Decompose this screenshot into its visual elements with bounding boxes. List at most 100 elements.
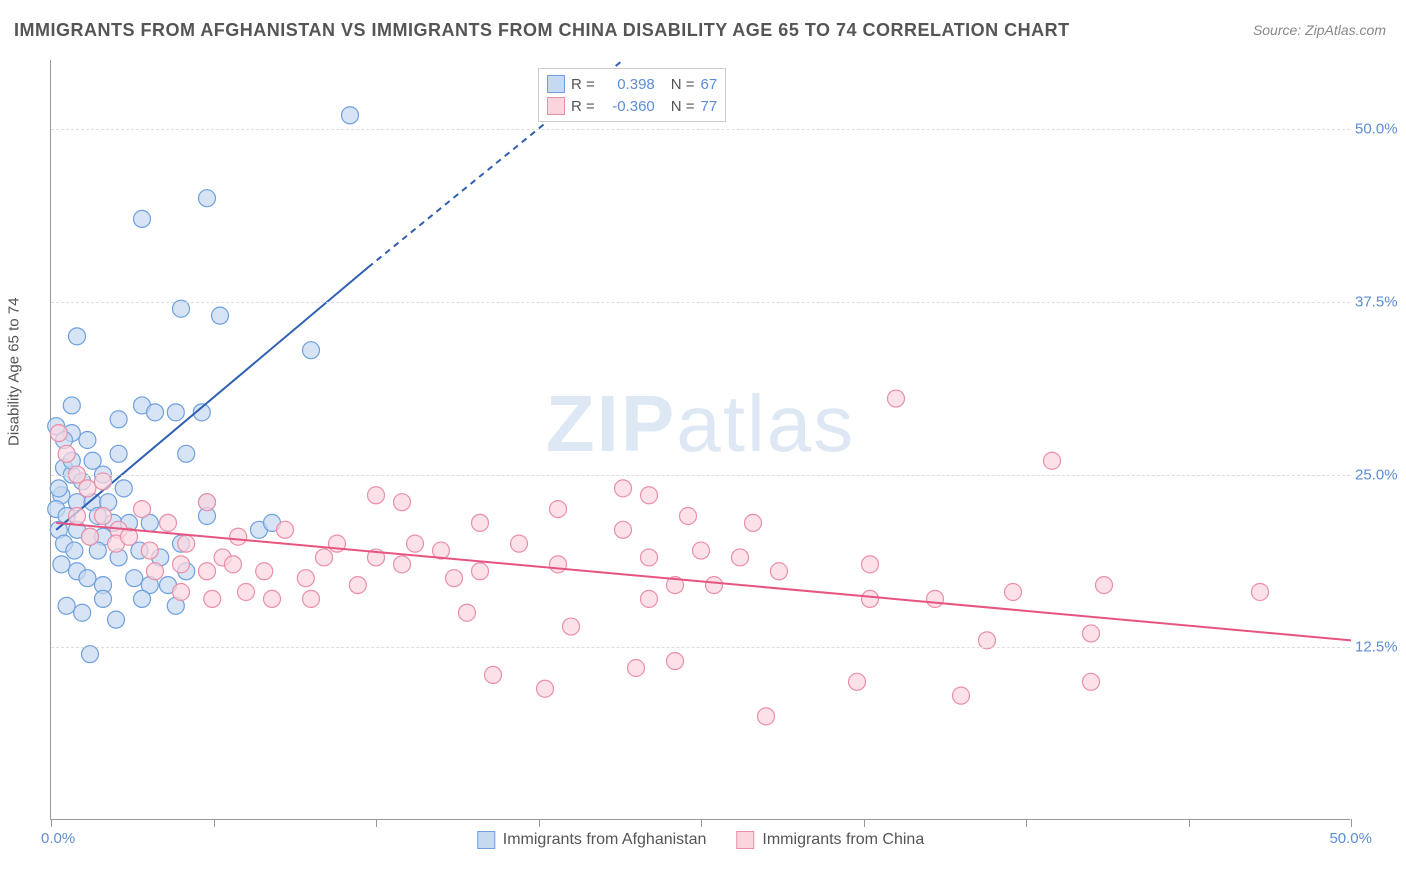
- scatter-point: [173, 584, 190, 601]
- scatter-point: [862, 590, 879, 607]
- legend-swatch: [477, 831, 495, 849]
- scatter-point: [199, 563, 216, 580]
- scatter-point: [303, 590, 320, 607]
- x-tick-mark: [701, 819, 702, 827]
- scatter-point: [199, 494, 216, 511]
- scatter-point: [615, 480, 632, 497]
- legend-swatch: [547, 75, 565, 93]
- y-tick-label: 50.0%: [1355, 121, 1406, 138]
- scatter-point: [1096, 577, 1113, 594]
- scatter-point: [537, 680, 554, 697]
- scatter-point: [862, 556, 879, 573]
- scatter-point: [303, 342, 320, 359]
- scatter-point: [225, 556, 242, 573]
- scatter-point: [50, 480, 67, 497]
- scatter-point: [69, 328, 86, 345]
- gridline-horizontal: [51, 647, 1350, 648]
- chart-area: ZIPatlas R =0.398N =67R =-0.360N =77 Imm…: [50, 60, 1350, 820]
- x-tick-mark: [214, 819, 215, 827]
- scatter-point: [110, 411, 127, 428]
- scatter-point: [485, 666, 502, 683]
- scatter-point: [472, 514, 489, 531]
- x-tick-mark: [1351, 819, 1352, 827]
- scatter-point: [134, 501, 151, 518]
- scatter-point: [134, 590, 151, 607]
- scatter-point: [110, 445, 127, 462]
- x-tick-mark: [51, 819, 52, 827]
- scatter-point: [550, 501, 567, 518]
- scatter-point: [1005, 584, 1022, 601]
- scatter-point: [316, 549, 333, 566]
- scatter-point: [230, 528, 247, 545]
- n-label: N =: [671, 98, 695, 115]
- source-attribution: Source: ZipAtlas.com: [1253, 22, 1386, 38]
- scatter-point: [745, 514, 762, 531]
- legend-swatch: [547, 97, 565, 115]
- legend-item: Immigrants from Afghanistan: [477, 831, 707, 849]
- scatter-point: [628, 660, 645, 677]
- scatter-point: [126, 570, 143, 587]
- legend-item: Immigrants from China: [736, 831, 924, 849]
- x-tick-label: 50.0%: [1329, 830, 1372, 847]
- scatter-point: [297, 570, 314, 587]
- scatter-point: [178, 445, 195, 462]
- scatter-point: [141, 542, 158, 559]
- scatter-point: [758, 708, 775, 725]
- scatter-point: [472, 563, 489, 580]
- trend-line-solid: [56, 523, 1351, 640]
- gridline-horizontal: [51, 475, 1350, 476]
- y-tick-label: 37.5%: [1355, 293, 1406, 310]
- scatter-point: [550, 556, 567, 573]
- scatter-point: [1044, 452, 1061, 469]
- stats-row: R =0.398N =67: [547, 73, 717, 95]
- scatter-point: [147, 404, 164, 421]
- scatter-point: [368, 487, 385, 504]
- gridline-horizontal: [51, 302, 1350, 303]
- plot-svg: [51, 60, 1350, 819]
- x-tick-mark: [539, 819, 540, 827]
- scatter-point: [732, 549, 749, 566]
- scatter-point: [204, 590, 221, 607]
- x-tick-mark: [376, 819, 377, 827]
- scatter-point: [95, 508, 112, 525]
- gridline-horizontal: [51, 129, 1350, 130]
- scatter-point: [199, 190, 216, 207]
- y-tick-label: 25.0%: [1355, 466, 1406, 483]
- scatter-point: [58, 445, 75, 462]
- scatter-point: [641, 590, 658, 607]
- legend-label: Immigrants from China: [762, 831, 924, 849]
- scatter-point: [79, 432, 96, 449]
- x-tick-mark: [1026, 819, 1027, 827]
- scatter-point: [706, 577, 723, 594]
- r-value: -0.360: [601, 98, 655, 115]
- scatter-point: [256, 563, 273, 580]
- scatter-point: [178, 535, 195, 552]
- legend-label: Immigrants from Afghanistan: [503, 831, 707, 849]
- scatter-point: [79, 480, 96, 497]
- scatter-point: [1252, 584, 1269, 601]
- n-value: 77: [701, 98, 718, 115]
- scatter-point: [615, 521, 632, 538]
- stats-box: R =0.398N =67R =-0.360N =77: [538, 68, 726, 122]
- r-value: 0.398: [601, 76, 655, 93]
- x-tick-label: 0.0%: [41, 830, 75, 847]
- scatter-point: [459, 604, 476, 621]
- scatter-point: [108, 611, 125, 628]
- r-label: R =: [571, 98, 595, 115]
- scatter-point: [953, 687, 970, 704]
- scatter-point: [667, 653, 684, 670]
- scatter-point: [1083, 673, 1100, 690]
- legend-bottom: Immigrants from Afghanistan Immigrants fr…: [477, 831, 924, 849]
- scatter-point: [66, 542, 83, 559]
- scatter-point: [147, 563, 164, 580]
- scatter-point: [53, 556, 70, 573]
- source-name: ZipAtlas.com: [1305, 22, 1386, 38]
- r-label: R =: [571, 76, 595, 93]
- stats-row: R = -0.360 N = 77: [547, 95, 717, 117]
- scatter-point: [134, 210, 151, 227]
- source-prefix: Source:: [1253, 22, 1305, 38]
- y-tick-label: 12.5%: [1355, 639, 1406, 656]
- scatter-point: [888, 390, 905, 407]
- scatter-point: [167, 404, 184, 421]
- scatter-point: [693, 542, 710, 559]
